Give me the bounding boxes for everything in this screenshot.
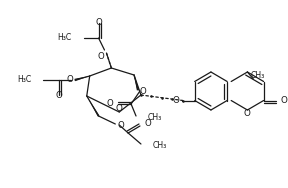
Polygon shape <box>87 96 99 117</box>
Polygon shape <box>134 75 139 90</box>
Text: O: O <box>140 86 147 96</box>
Text: H₃C: H₃C <box>17 76 32 84</box>
Text: H₃C: H₃C <box>58 33 72 42</box>
Text: O: O <box>281 96 287 105</box>
Text: CH₃: CH₃ <box>153 140 167 149</box>
Text: O: O <box>116 104 123 113</box>
Text: CH₃: CH₃ <box>250 71 265 80</box>
Text: O: O <box>117 121 124 130</box>
Text: O: O <box>172 96 179 105</box>
Polygon shape <box>75 76 90 81</box>
Text: O: O <box>56 91 62 100</box>
Text: O: O <box>107 99 113 108</box>
Text: O: O <box>244 109 251 118</box>
Text: CH₃: CH₃ <box>148 114 162 123</box>
Text: O: O <box>98 52 105 61</box>
Text: O: O <box>66 76 73 84</box>
Text: O: O <box>95 18 102 27</box>
Text: O: O <box>145 120 152 129</box>
